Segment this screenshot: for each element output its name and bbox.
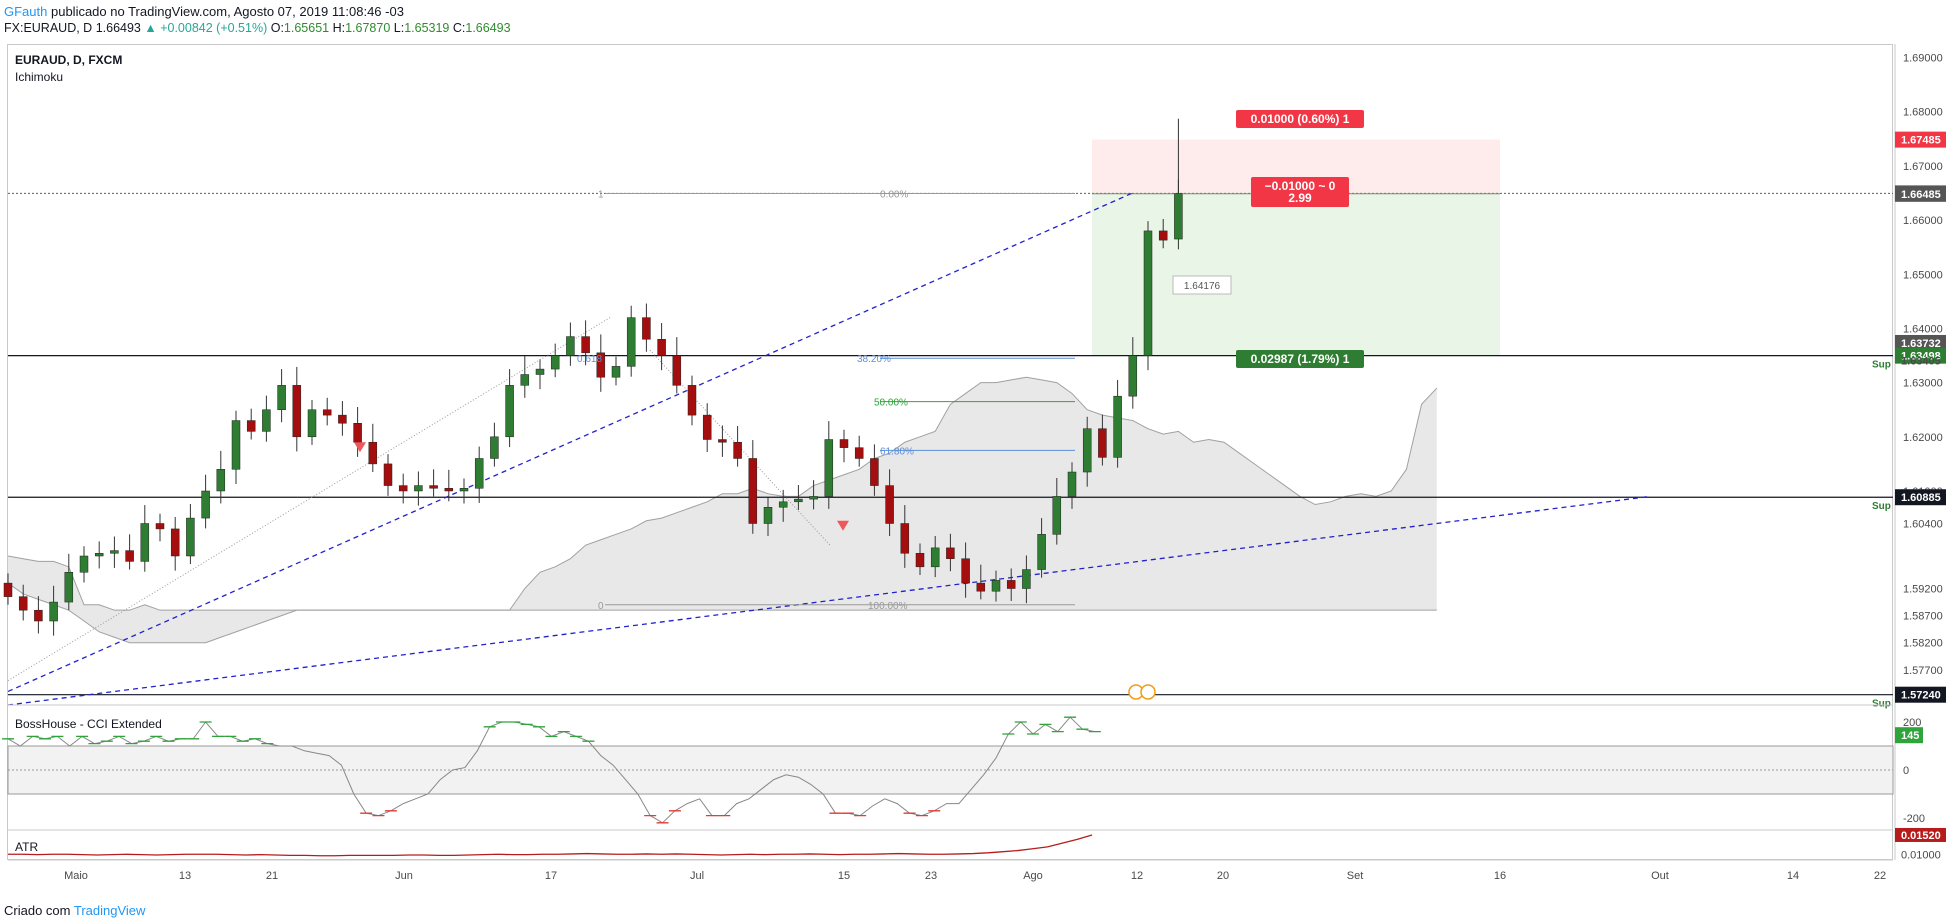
atr-value-tag [1895,827,1946,842]
publish-info: publicado no TradingView.com, Agosto 07,… [50,4,404,19]
x-tick-label: 23 [925,870,937,882]
x-tick-label: 14 [1787,870,1799,882]
author-link[interactable]: GFauth [4,4,48,19]
footer: Criado com TradingView [4,903,145,918]
axis-price-tag [1895,334,1946,351]
cci-value-tag [1895,727,1923,744]
axis-price-text: 1.63405 [1901,356,1941,368]
y-tick-label: 1.61000 [1903,486,1943,498]
y-tick-label: 1.64000 [1903,323,1943,335]
y-tick-label: 1.67000 [1903,161,1943,173]
y-tick-label: 1.60400 [1903,518,1943,530]
axis-price-tag [1895,185,1946,202]
price-change: ▲ +0.00842 (+0.51%) [144,21,268,35]
x-tick-label: 22 [1874,870,1886,882]
chart-frame [7,44,1893,860]
y-tick-label: 1.69000 [1903,53,1943,65]
close-label: C: [452,21,466,35]
x-tick-label: 13 [179,870,191,882]
x-tick-label: 20 [1217,870,1229,882]
y-tick-label: 1.57700 [1903,665,1943,677]
tradingview-logo-link[interactable]: TradingView [73,903,146,918]
axis-price-text: 1.63498 [1901,351,1941,363]
indicator-label: Ichimoku [15,70,64,84]
axis-price-tag [1895,686,1946,703]
cci-pane-title: BossHouse - CCI Extended [15,717,162,731]
close-value: 1.66493 [465,21,511,35]
cci-tick-label: 200 [1903,717,1921,729]
atr-tick-label: 0.01000 [1901,849,1941,861]
axis-price-text: 1.63732 [1901,338,1941,350]
x-tick-label: Jun [395,870,413,882]
y-tick-label: 1.63000 [1903,378,1943,390]
axis-price-text: 1.66493 [1901,188,1941,200]
open-value: 1.65651 [283,21,330,35]
x-tick-label: Set [1347,870,1364,882]
last-price: 1.66493 [95,21,141,35]
publish-line: GFauth publicado no TradingView.com, Ago… [4,4,404,19]
symbol-label: FX:EURAUD, D [4,21,93,35]
x-tick-label: 16 [1494,870,1506,882]
x-tick-label: Ago [1023,870,1043,882]
open-label: O: [270,21,284,35]
created-with: Criado com [4,903,71,918]
atr-tick-label: 0.01520 [1901,830,1941,842]
ohlc-line: FX:EURAUD, D 1.66493 ▲ +0.00842 (+0.51%)… [4,21,511,35]
y-tick-label: 1.58200 [1903,638,1943,650]
low-value: 1.65319 [404,21,450,35]
y-tick-label: 1.59200 [1903,584,1943,596]
x-tick-label: 17 [545,870,557,882]
axis-price-tag [1895,131,1946,148]
y-tick-label: 1.66000 [1903,215,1943,227]
axis-price-text: 1.67485 [1901,135,1941,147]
axis-price-tag [1895,185,1946,202]
y-tick-label: 1.68000 [1903,107,1943,119]
high-value: 1.67870 [345,21,391,35]
main-pane-title: EURAUD, D, FXCM [15,53,123,67]
x-tick-label: Out [1651,870,1669,882]
axis-price-text: 1.66485 [1901,189,1941,201]
axis-price-text: 1.60885 [1901,492,1941,504]
atr-pane-title: ATR [15,840,39,854]
axis-price-text: 1.57240 [1901,690,1941,702]
x-tick-label: 21 [266,870,278,882]
y-tick-label: 1.62000 [1903,432,1943,444]
cci-value-text: 145 [1901,730,1919,742]
cci-tick-label: -200 [1903,813,1925,825]
x-tick-label: 12 [1131,870,1143,882]
y-tick-label: 1.65000 [1903,269,1943,281]
high-label: H: [332,21,346,35]
low-label: L: [393,21,405,35]
x-tick-label: Maio [64,870,88,882]
axis-price-tag [1895,347,1946,364]
x-tick-label: Jul [690,870,704,882]
axis-price-tag [1895,489,1946,506]
x-tick-label: 15 [838,870,850,882]
cci-tick-label: 0 [1903,765,1909,777]
y-tick-label: 1.58700 [1903,611,1943,623]
